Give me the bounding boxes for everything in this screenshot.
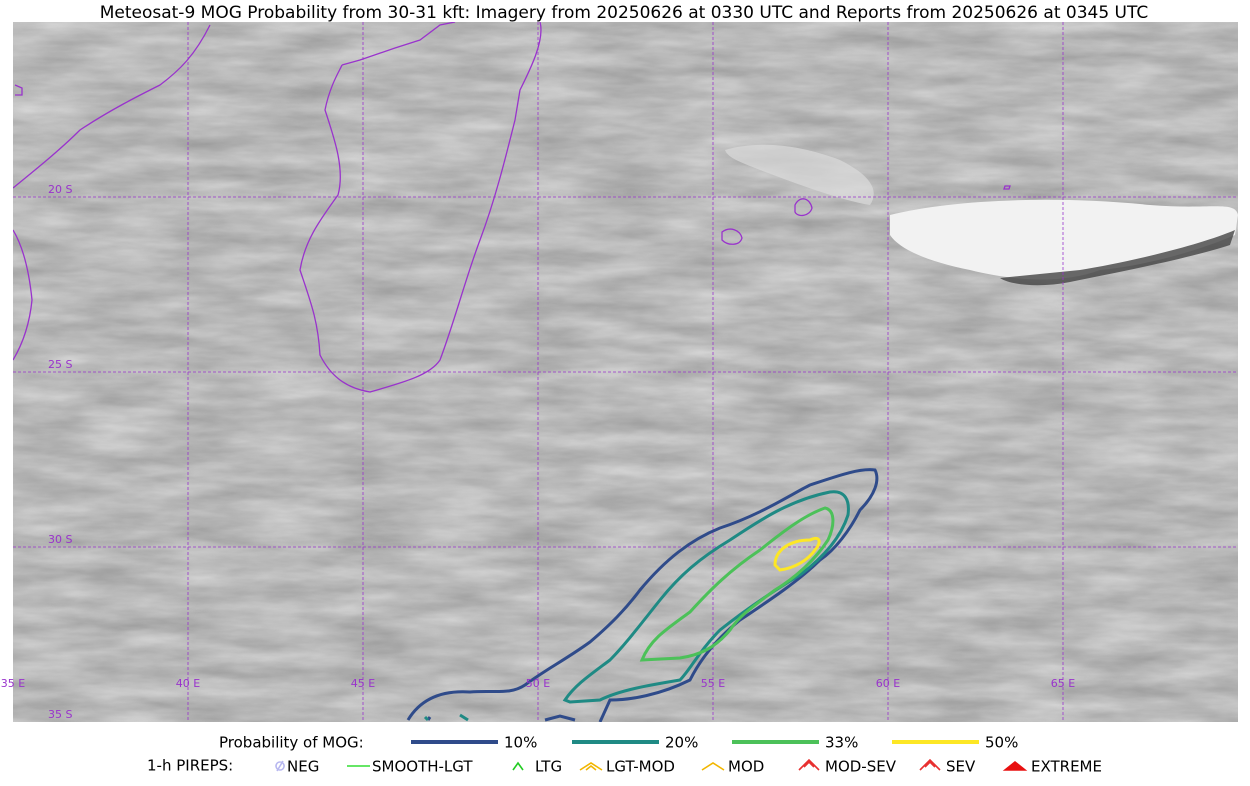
coastline: [13, 229, 33, 361]
legend-label: NEG: [287, 758, 319, 776]
legend-label: MOD-SEV: [825, 758, 897, 776]
legend-symbol: [798, 758, 820, 771]
legend-symbol: [919, 758, 941, 771]
longitude-label: 50 E: [526, 677, 550, 690]
longitude-label: 55 E: [701, 677, 725, 690]
latitude-label: 30 S: [48, 533, 72, 546]
longitude-label: 65 E: [1051, 677, 1075, 690]
longitude-label: 35 E: [1, 677, 25, 690]
legend-symbol: [701, 762, 725, 771]
longitude-label: 45 E: [351, 677, 375, 690]
coastline: [14, 84, 23, 96]
latitude-label: 25 S: [48, 358, 72, 371]
legend-label: EXTREME: [1031, 758, 1102, 776]
graticule: [13, 22, 1238, 722]
legend-label: 50%: [985, 734, 1018, 752]
legend-label: LGT-MOD: [606, 758, 675, 776]
longitude-label: 40 E: [176, 677, 200, 690]
legend-title: 1-h PIREPS:: [147, 757, 233, 775]
legend-label: 10%: [504, 734, 537, 752]
legend-label: SMOOTH-LGT: [372, 758, 473, 776]
legend-label: LTG: [535, 758, 562, 776]
contours: [406, 468, 879, 722]
cloud: [725, 144, 874, 205]
legend-symbol: [512, 761, 524, 771]
coastline: [13, 24, 211, 189]
legend-symbol: [275, 760, 285, 772]
legend-label: 33%: [825, 734, 858, 752]
latitude-label: 20 S: [48, 183, 72, 196]
legend-label: 20%: [665, 734, 698, 752]
contour-33: [639, 506, 835, 662]
legend-label: MOD: [728, 758, 764, 776]
longitude-label: 60 E: [876, 677, 900, 690]
legend-title: Probability of MOG:: [219, 734, 364, 752]
island: [721, 228, 743, 245]
legend-symbol: [579, 762, 603, 771]
island: [1003, 185, 1011, 190]
cloud-shadow: [1000, 230, 1235, 286]
coastline: [341, 22, 456, 66]
contour-20: [423, 490, 850, 722]
legend-symbol: [1002, 760, 1028, 771]
contour-50: [773, 536, 821, 572]
island: [794, 198, 813, 217]
latitude-label: 35 S: [48, 708, 72, 721]
coastlines: [13, 22, 1011, 393]
title: Meteosat-9 MOG Probability from 30-31 kf…: [100, 3, 1149, 23]
legend-label: SEV: [946, 758, 976, 776]
map-area: [13, 22, 1238, 722]
coastline: [299, 22, 542, 393]
